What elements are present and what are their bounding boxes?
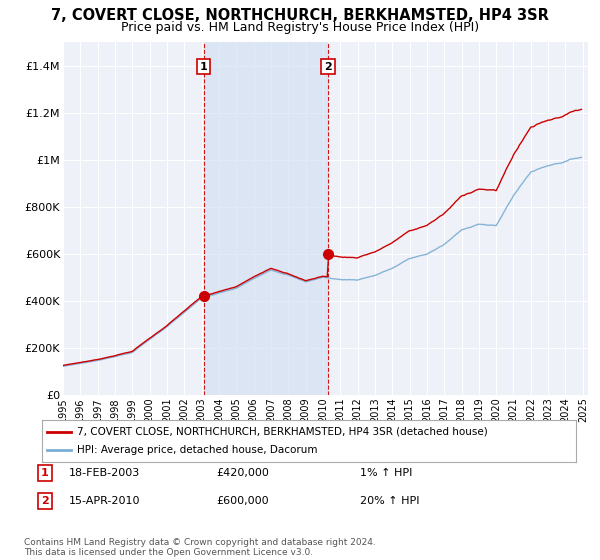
Text: £600,000: £600,000 [216, 496, 269, 506]
Text: Contains HM Land Registry data © Crown copyright and database right 2024.
This d: Contains HM Land Registry data © Crown c… [24, 538, 376, 557]
Text: 2: 2 [324, 62, 332, 72]
Text: £420,000: £420,000 [216, 468, 269, 478]
Bar [203, 42, 328, 395]
Text: Price paid vs. HM Land Registry's House Price Index (HPI): Price paid vs. HM Land Registry's House … [121, 21, 479, 34]
Text: 7, COVERT CLOSE, NORTHCHURCH, BERKHAMSTED, HP4 3SR (detached house): 7, COVERT CLOSE, NORTHCHURCH, BERKHAMSTE… [77, 427, 487, 437]
Text: 15-APR-2010: 15-APR-2010 [69, 496, 140, 506]
Text: 18-FEB-2003: 18-FEB-2003 [69, 468, 140, 478]
Text: 1% ↑ HPI: 1% ↑ HPI [360, 468, 412, 478]
Text: 20% ↑ HPI: 20% ↑ HPI [360, 496, 419, 506]
Text: 7, COVERT CLOSE, NORTHCHURCH, BERKHAMSTED, HP4 3SR: 7, COVERT CLOSE, NORTHCHURCH, BERKHAMSTE… [51, 8, 549, 24]
Text: 1: 1 [200, 62, 208, 72]
Text: 2: 2 [41, 496, 49, 506]
Text: 1: 1 [41, 468, 49, 478]
Text: HPI: Average price, detached house, Dacorum: HPI: Average price, detached house, Daco… [77, 445, 317, 455]
